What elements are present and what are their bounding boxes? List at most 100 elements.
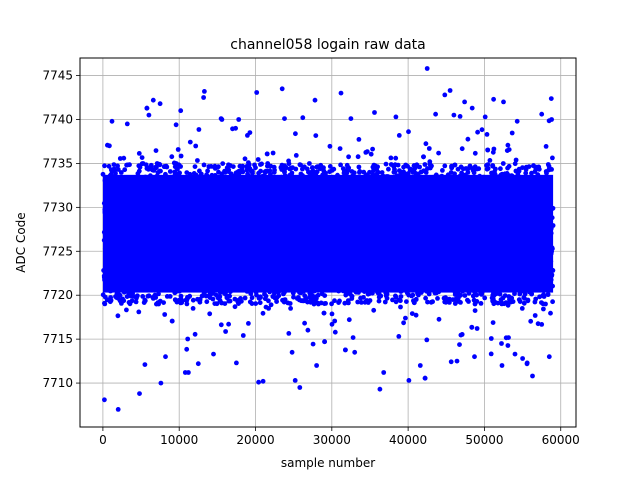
- scatter-point: [546, 263, 552, 269]
- scatter-point: [369, 288, 375, 294]
- scatter-point: [277, 272, 282, 278]
- scatter-point: [360, 238, 366, 244]
- x-tick-label: 20000: [236, 433, 274, 447]
- scatter-point: [121, 155, 127, 161]
- scatter-point: [304, 264, 309, 270]
- scatter-point: [331, 219, 337, 225]
- scatter-point: [262, 209, 267, 215]
- scatter-point: [357, 170, 362, 175]
- scatter-point: [413, 258, 419, 264]
- scatter-point: [471, 221, 477, 226]
- scatter-point: [287, 172, 293, 178]
- scatter-point: [476, 267, 481, 273]
- scatter-point: [513, 157, 519, 163]
- scatter-point: [255, 157, 261, 162]
- scatter-point: [189, 268, 194, 274]
- scatter-point: [316, 240, 322, 246]
- scatter-point: [505, 261, 510, 267]
- y-tick-label: 7745: [42, 69, 73, 83]
- scatter-point: [352, 208, 358, 214]
- scatter-point-outlier: [292, 378, 298, 383]
- scatter-point: [333, 261, 339, 267]
- scatter-point: [355, 237, 361, 243]
- scatter-point: [230, 164, 236, 170]
- scatter-point: [247, 179, 252, 184]
- scatter-point: [118, 189, 124, 195]
- scatter-point: [142, 179, 148, 184]
- scatter-point: [202, 239, 208, 244]
- scatter-point-outlier: [377, 386, 383, 392]
- scatter-point: [459, 332, 465, 337]
- scatter-point: [532, 299, 538, 305]
- scatter-point: [222, 232, 228, 238]
- scatter-point: [460, 180, 465, 186]
- scatter-point: [279, 167, 285, 172]
- scatter-point: [382, 189, 388, 195]
- scatter-point: [227, 293, 232, 299]
- scatter-point: [124, 259, 130, 265]
- scatter-point: [547, 211, 553, 217]
- scatter-point: [156, 193, 162, 198]
- scatter-point: [485, 166, 491, 171]
- scatter-point: [318, 186, 324, 192]
- scatter-point: [232, 181, 238, 186]
- scatter-point: [528, 198, 534, 204]
- scatter-point: [213, 184, 219, 190]
- scatter-point: [240, 169, 246, 175]
- scatter-point: [415, 241, 421, 246]
- scatter-point: [139, 155, 145, 161]
- scatter-point: [192, 231, 198, 237]
- scatter-point: [488, 176, 494, 182]
- scatter-point: [356, 261, 362, 266]
- scatter-point: [461, 235, 467, 240]
- scatter-point: [455, 166, 461, 172]
- scatter-point: [536, 200, 541, 206]
- scatter-point-outlier: [393, 114, 399, 120]
- scatter-point: [523, 167, 529, 172]
- scatter-point: [210, 180, 216, 185]
- scatter-point: [479, 212, 485, 218]
- scatter-point: [409, 311, 415, 316]
- scatter-point: [104, 253, 109, 258]
- scatter-point: [122, 179, 128, 185]
- scatter-point: [226, 321, 232, 327]
- scatter-point: [116, 219, 122, 224]
- scatter-point: [401, 262, 407, 267]
- scatter-point: [179, 198, 185, 204]
- scatter-point: [425, 238, 430, 244]
- scatter-point: [266, 287, 272, 293]
- scatter-point: [123, 185, 128, 191]
- scatter-point: [453, 233, 458, 238]
- scatter-point: [497, 205, 502, 211]
- scatter-point: [249, 295, 255, 301]
- scatter-point: [546, 194, 551, 199]
- scatter-point: [313, 133, 319, 139]
- scatter-point: [310, 200, 315, 206]
- scatter-point: [345, 270, 350, 276]
- scatter-point: [529, 240, 535, 245]
- scatter-point: [324, 199, 330, 204]
- scatter-point: [154, 301, 159, 307]
- scatter-point: [136, 309, 142, 315]
- scatter-point: [369, 268, 374, 273]
- scatter-point: [395, 162, 401, 168]
- scatter-point: [413, 282, 418, 288]
- scatter-point: [538, 272, 544, 278]
- scatter-point: [344, 204, 350, 210]
- scatter-point: [304, 274, 310, 280]
- scatter-point: [195, 158, 200, 163]
- scatter-point: [386, 237, 392, 243]
- scatter-point: [492, 185, 498, 191]
- scatter-point: [171, 232, 177, 238]
- scatter-point: [327, 143, 333, 149]
- scatter-point: [105, 246, 111, 252]
- scatter-point-outlier: [348, 116, 354, 121]
- scatter-point: [462, 293, 468, 298]
- scatter-point: [115, 167, 121, 172]
- scatter-point: [263, 183, 269, 189]
- scatter-point: [301, 257, 307, 263]
- scatter-point: [509, 223, 515, 229]
- scatter-point: [197, 206, 203, 212]
- scatter-point: [316, 301, 321, 307]
- scatter-point: [122, 245, 127, 251]
